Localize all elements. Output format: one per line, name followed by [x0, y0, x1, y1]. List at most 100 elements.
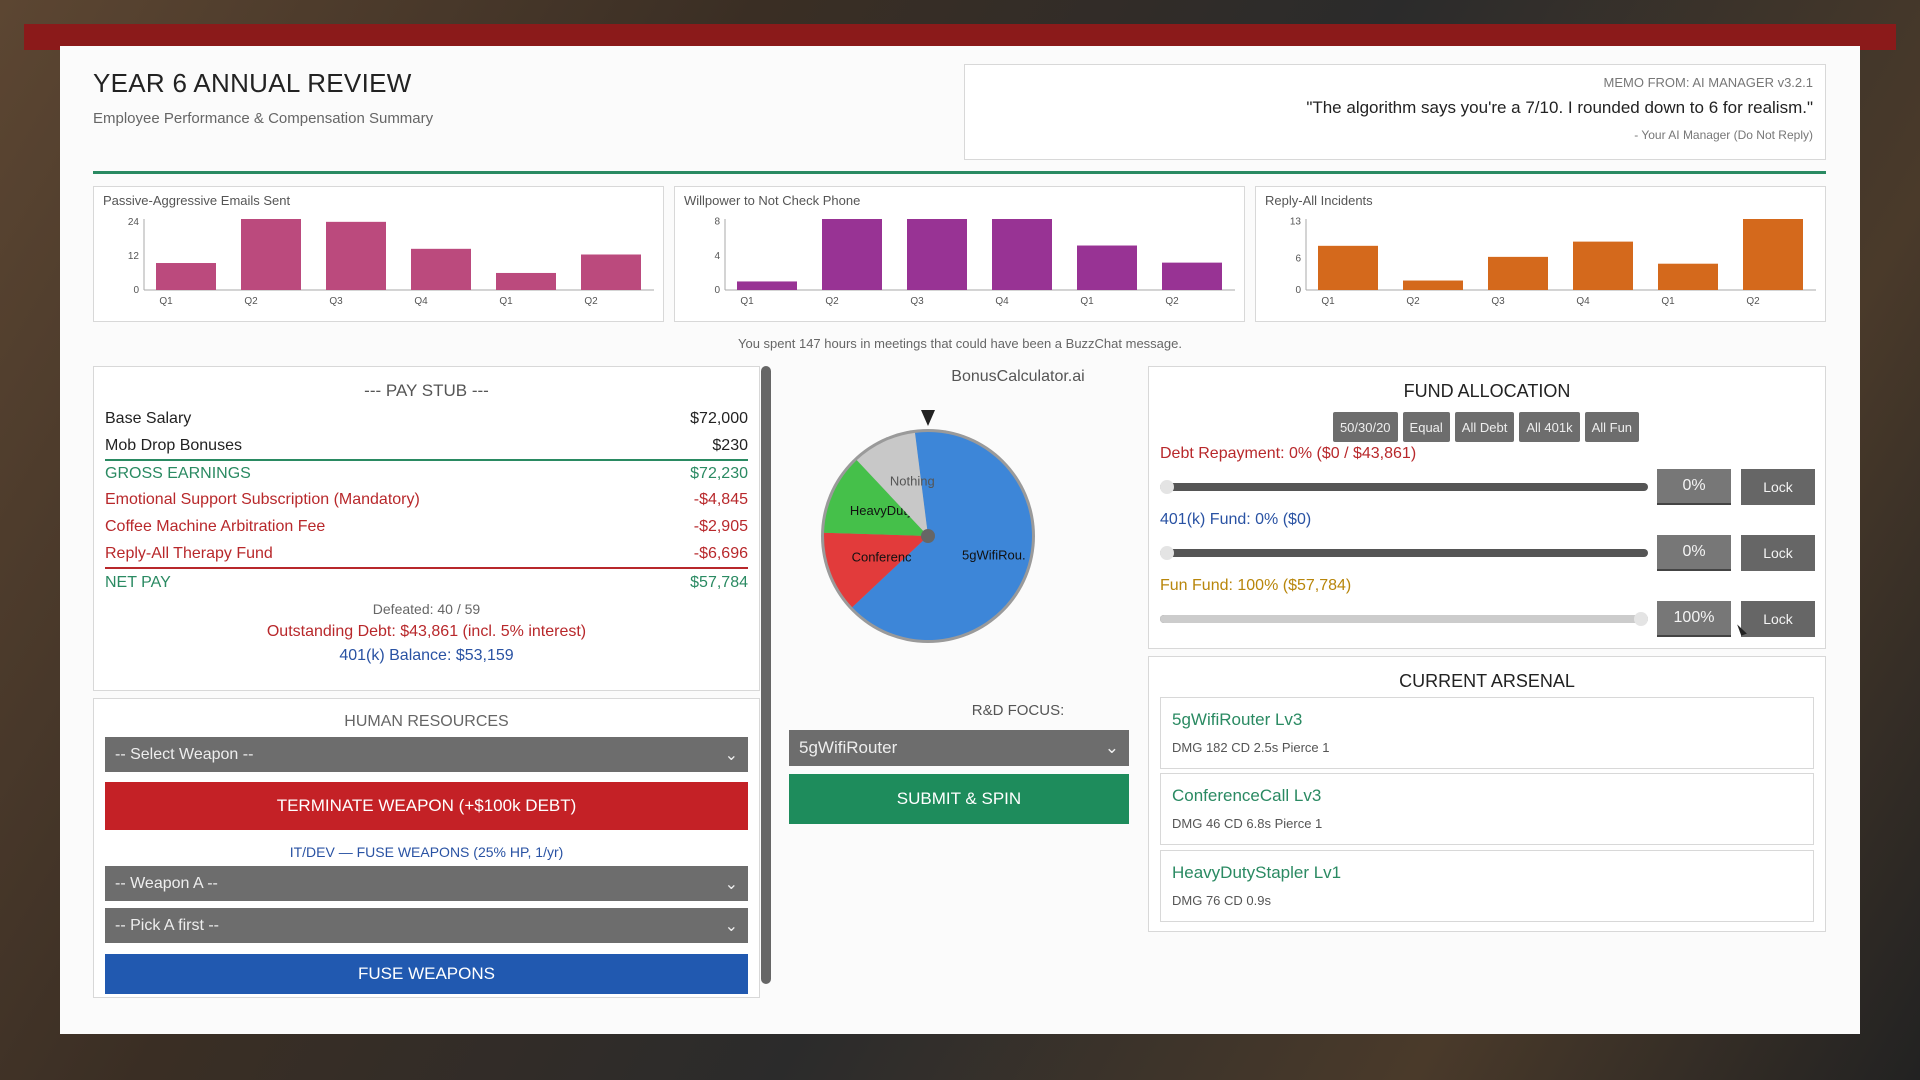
defeated-count: Defeated: 40 / 59 [372, 601, 481, 617]
y-tick-label: 8 [714, 217, 720, 228]
chevron-down-icon: ⌄ [724, 746, 738, 764]
bar [581, 254, 641, 290]
current-arsenal-panel: CURRENT ARSENAL 5gWifiRouter Lv3 DMG 182… [1148, 656, 1826, 932]
deduction-label: Reply-All Therapy Fund [105, 544, 273, 562]
preset-all-debt-button[interactable]: All Debt [1454, 412, 1515, 442]
401k-fund-slider[interactable] [1160, 546, 1648, 560]
submit-spin-button[interactable]: SUBMIT & SPIN [789, 774, 1129, 824]
slider-handle[interactable] [1160, 480, 1174, 494]
gross-value: $72,230 [690, 464, 748, 482]
preset-all-fun-button[interactable]: All Fun [1584, 412, 1640, 442]
chart-title: Willpower to Not Check Phone [684, 193, 861, 208]
fuse-weapons-heading: IT/DEV — FUSE WEAPONS (25% HP, 1/yr) [289, 844, 564, 860]
weapon-b-dropdown[interactable]: -- Pick A first -- ⌄ [105, 908, 748, 943]
bonus-wheel: 5gWifiRou. Conferenc HeavyDuty. Nothing [821, 410, 1035, 643]
bar [1658, 263, 1718, 290]
401k-fund-lock-button[interactable]: Lock [1741, 535, 1815, 571]
select-weapon-dropdown[interactable]: -- Select Weapon -- ⌄ [105, 737, 748, 772]
deduction-label: Emotional Support Subscription (Mandator… [105, 490, 420, 508]
bar [822, 219, 882, 290]
slider-handle[interactable] [1634, 612, 1648, 626]
allocation-presets: 50/30/20 Equal All Debt All 401k All Fun [1147, 412, 1825, 442]
weapon-name: HeavyDutyStapler Lv1 [1172, 863, 1342, 882]
deduction-amount: -$2,905 [693, 517, 748, 535]
deduction-amount: -$4,845 [693, 490, 748, 508]
terminate-weapon-button[interactable]: TERMINATE WEAPON (+$100k DEBT) [105, 782, 748, 830]
weapon-card[interactable]: ConferenceCall Lv3 DMG 46 CD 6.8s Pierce… [1160, 773, 1814, 845]
pay-stub-heading: --- PAY STUB --- [364, 381, 489, 400]
memo-from: MEMO FROM: AI MANAGER v3.2.1 [1603, 75, 1813, 90]
wheel-slice-label: Conferenc [852, 549, 912, 564]
bar [737, 281, 797, 290]
x-tick-label: Q2 [1406, 296, 1420, 307]
mob-bonus-label: Mob Drop Bonuses [105, 436, 242, 454]
rd-focus-label: R&D FOCUS: [971, 702, 1065, 719]
preset-all-401k-button[interactable]: All 401k [1519, 412, 1580, 442]
net-pay-value: $57,784 [690, 574, 748, 591]
bar [1743, 219, 1803, 290]
x-tick-label: Q1 [159, 296, 173, 307]
fun-fund-label: Fun Fund: 100% ($57,784) [1160, 577, 1352, 594]
chart-passive-aggressive-emails: Passive-Aggressive Emails Sent 0 12 24 Q1 Q2… [93, 186, 664, 322]
x-tick-label: Q1 [1321, 296, 1335, 307]
ai-manager-memo: MEMO FROM: AI MANAGER v3.2.1 "The algori… [964, 64, 1826, 160]
x-tick-label: Q2 [825, 296, 839, 307]
hr-heading: HUMAN RESOURCES [344, 713, 509, 730]
memo-quote: "The algorithm says you're a 7/10. I rou… [1306, 98, 1813, 117]
bar [1573, 241, 1633, 290]
preset-50-30-20-button[interactable]: 50/30/20 [1332, 412, 1398, 442]
y-tick-label: 13 [1290, 217, 1302, 228]
page-title: YEAR 6 ANNUAL REVIEW [93, 68, 412, 98]
gross-earnings-row: GROSS EARNINGS $72,230 [105, 459, 748, 486]
deduction-row: Emotional Support Subscription (Mandator… [105, 486, 748, 513]
debt-repayment-lock-button[interactable]: Lock [1741, 469, 1815, 505]
weapon-b-value: -- Pick A first -- [115, 916, 219, 934]
select-weapon-value: -- Select Weapon -- [115, 745, 254, 763]
fuse-weapons-button[interactable]: FUSE WEAPONS [105, 954, 748, 994]
bar [411, 248, 471, 290]
weapon-card[interactable]: 5gWifiRouter Lv3 DMG 182 CD 2.5s Pierce … [1160, 697, 1814, 769]
preset-equal-button[interactable]: Equal [1402, 412, 1450, 442]
fun-fund-percent-input[interactable]: 100% [1657, 601, 1731, 637]
bar [1077, 245, 1137, 290]
x-tick-label: Q4 [995, 296, 1009, 307]
base-salary-row: Base Salary $72,000 [105, 405, 748, 432]
gross-label: GROSS EARNINGS [105, 464, 251, 482]
chevron-down-icon: ⌄ [724, 917, 738, 935]
bar [241, 219, 301, 290]
weapon-name: 5gWifiRouter Lv3 [1172, 710, 1303, 729]
debt-repayment-percent-input[interactable]: 0% [1657, 469, 1731, 505]
current-arsenal-heading: CURRENT ARSENAL [1399, 671, 1575, 691]
slider-fill [1160, 615, 1648, 623]
bar [1403, 280, 1463, 290]
wheel-slice [824, 532, 928, 608]
rd-focus-dropdown[interactable]: 5gWifiRouter ⌄ [789, 730, 1129, 766]
net-pay-row: NET PAY $57,784 [105, 567, 748, 597]
slider-handle[interactable] [1160, 546, 1174, 560]
annual-review-modal: YEAR 6 ANNUAL REVIEW Employee Performanc… [60, 46, 1860, 1034]
x-tick-label: Q4 [414, 296, 428, 307]
y-tick-label: 24 [128, 217, 140, 228]
401k-fund-percent-input[interactable]: 0% [1657, 535, 1731, 571]
left-column-scrollbar[interactable] [761, 366, 771, 984]
bar [1488, 256, 1548, 290]
weapon-a-dropdown[interactable]: -- Weapon A -- ⌄ [105, 866, 748, 901]
rd-focus-value: 5gWifiRouter [799, 738, 898, 757]
fun-fund-lock-button[interactable]: Lock [1741, 601, 1815, 637]
hp-bar-background [24, 24, 1896, 50]
wheel-slice-label: HeavyDuty. [850, 503, 916, 518]
wheel-slice [856, 432, 928, 536]
weapon-card[interactable]: HeavyDutyStapler Lv1 DMG 76 CD 0.9s [1160, 850, 1814, 922]
fun-fund-slider[interactable] [1160, 612, 1648, 626]
x-tick-label: Q1 [740, 296, 754, 307]
y-tick-label: 0 [714, 285, 720, 296]
chevron-down-icon: ⌄ [724, 875, 738, 893]
debt-repayment-slider[interactable] [1160, 480, 1648, 494]
y-tick-label: 0 [1295, 285, 1301, 296]
mob-bonus-row: Mob Drop Bonuses $230 [105, 432, 748, 459]
memo-signature: - Your AI Manager (Do Not Reply) [1634, 128, 1813, 142]
y-tick-label: 6 [1295, 253, 1301, 264]
weapon-name: ConferenceCall Lv3 [1172, 786, 1322, 805]
bar [1318, 245, 1378, 290]
bar [907, 219, 967, 290]
